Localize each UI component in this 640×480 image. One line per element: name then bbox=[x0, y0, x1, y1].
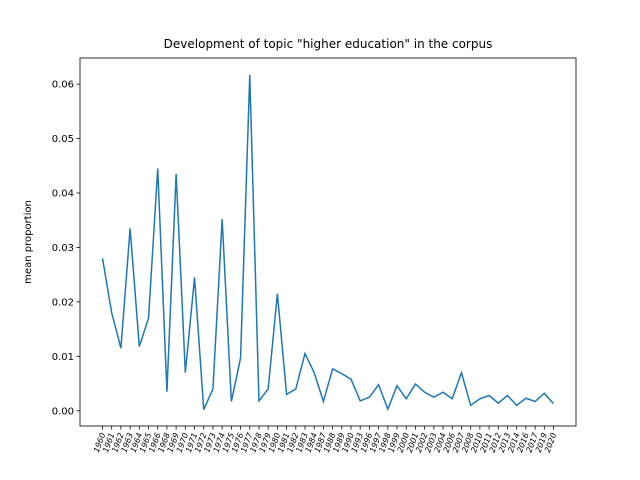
y-tick-label: 0.04 bbox=[52, 189, 74, 200]
y-tick-label: 0.02 bbox=[52, 297, 74, 308]
y-axis-label: mean proportion bbox=[23, 200, 34, 284]
y-tick-label: 0.00 bbox=[52, 406, 74, 417]
y-tick-label: 0.05 bbox=[52, 134, 74, 145]
y-tick-label: 0.06 bbox=[52, 80, 74, 91]
y-tick-label: 0.03 bbox=[52, 243, 74, 254]
y-tick-label: 0.01 bbox=[52, 352, 74, 363]
chart-title: Development of topic "higher education" … bbox=[164, 37, 493, 51]
plot-frame bbox=[79, 57, 577, 427]
line bbox=[101, 74, 555, 412]
